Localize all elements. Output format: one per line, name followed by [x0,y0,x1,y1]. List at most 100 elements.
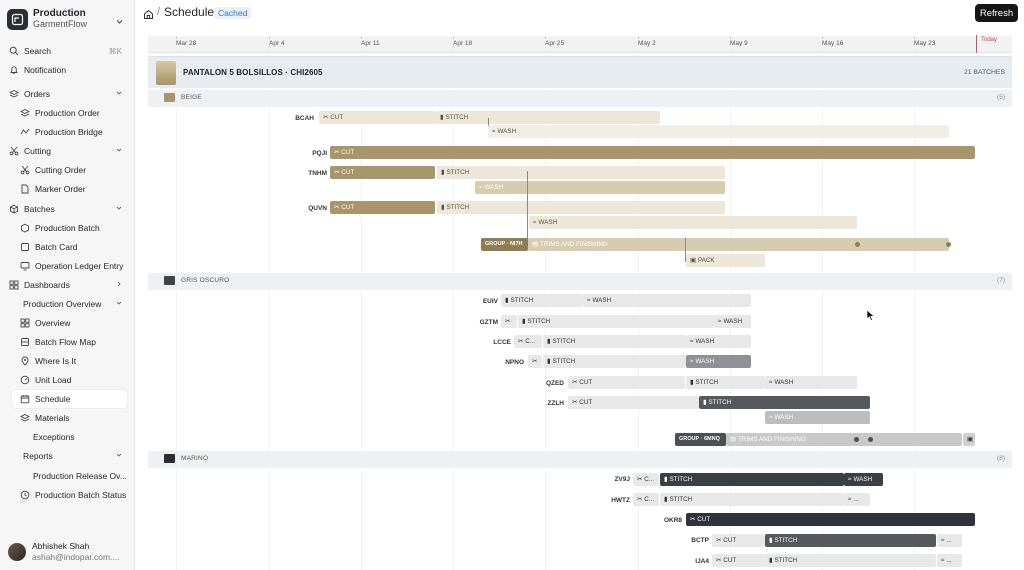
batch-code[interactable]: ZZLH [547,400,564,407]
stage-bar-stitch[interactable]: ▮ STITCH [436,111,660,124]
batch-code[interactable]: BCAH [295,115,314,122]
batch-code[interactable]: OKR8 [663,517,682,524]
stage-bar-stitch[interactable]: ▮ STITCH [501,294,583,307]
color-group-marino[interactable]: MARINO (8) [148,451,1012,468]
stage-bar-cut[interactable]: ✂ C... [514,335,542,348]
sidebar-item-overview[interactable]: Overview [0,314,134,332]
batch-code[interactable]: IJA4 [695,558,709,565]
batch-code[interactable]: NPNO [505,359,524,366]
stage-bar-wash[interactable]: ≈... [937,534,962,547]
search-button[interactable]: Search ⌘K [0,42,134,60]
sidebar-item-production-order[interactable]: Production Order [0,104,134,122]
stage-bar-wash[interactable]: ≈ WASH [529,216,857,229]
stage-bar-cut[interactable]: ✂ CUT [330,166,435,179]
stage-bar-cut[interactable]: ✂ C... [633,473,659,486]
sidebar-item-unit-load[interactable]: Unit Load [0,371,134,389]
batch-code[interactable]: BCTP [691,537,709,544]
batch-code[interactable]: PQJI [312,150,327,157]
color-group-gris-oscuro[interactable]: GRIS OSCURO (7) [148,273,1012,290]
stage-bar-wash[interactable]: ≈... [844,493,870,506]
sidebar-section-batches[interactable]: Batches [0,200,134,218]
sidebar-item-production-batch[interactable]: Production Batch [0,219,134,237]
sidebar-item-label: Dashboards [24,280,70,290]
stage-bar-stitch[interactable]: ▮ STITCH [437,166,725,179]
batch-code[interactable]: LCCE [493,339,511,346]
color-group-beige[interactable]: BEIGE (5) [148,90,1012,107]
stage-bar-stitch[interactable]: ▮ STITCH [765,554,936,567]
stage-bar-trims[interactable]: ▤ TRIMS AND FINISHING [726,433,962,446]
stage-bar-cut[interactable]: ✂ [501,315,517,328]
sidebar-item-where-is-it[interactable]: Where Is It [0,352,134,370]
product-header[interactable]: PANTALON 5 BOLSILLOS · CHI2605 21 BATCHE… [148,56,1012,88]
stage-bar-wash[interactable]: ≈ WASH [475,181,725,194]
sidebar-section-production-overview[interactable]: Production Overview [0,295,134,313]
sidebar-item-notification[interactable]: Notification [0,61,134,79]
stage-bar-pack[interactable]: ▣ [963,433,975,446]
stage-bar-cut[interactable]: ✂ CUT [319,111,436,124]
sidebar-item-cutting-order[interactable]: Cutting Order [0,161,134,179]
stage-bar-cut[interactable]: ✂ CUT [712,534,765,547]
batch-code[interactable]: GZTM [479,319,498,326]
stage-bar-wash[interactable]: ≈ WASH [488,125,949,138]
stage-bar-wash[interactable]: ≈ WASH [686,355,751,368]
home-icon[interactable] [143,7,154,25]
sidebar-item-exceptions[interactable]: Exceptions [0,428,134,446]
sidebar-item-materials[interactable]: Materials [0,409,134,427]
stage-bar-wash[interactable]: ≈ WASH [583,294,751,307]
sidebar-item-operation-ledger[interactable]: Operation Ledger Entry [0,257,134,275]
app-switcher[interactable]: Production GarmentFlow [7,7,129,31]
user-menu[interactable]: Abhishek Shah ashah@indopar.com.... [8,540,130,564]
batch-code[interactable]: HWTZ [611,497,630,504]
batch-code[interactable]: QZED [545,380,564,387]
sidebar-item-production-bridge[interactable]: Production Bridge [0,123,134,141]
grid-icon [19,318,30,329]
sidebar-section-cutting[interactable]: Cutting [0,142,134,160]
gauge-icon [19,375,30,386]
sidebar-section-dashboards[interactable]: Dashboards [0,276,134,294]
monitor-icon [19,261,30,272]
stage-bar-stitch[interactable]: ▮ STITCH [660,473,844,486]
stage-bar-cut[interactable]: ✂ CUT [330,201,435,214]
stage-bar-cut[interactable]: ✂ CUT [330,146,975,159]
sidebar-item-batch-card[interactable]: Batch Card [0,238,134,256]
sidebar-item-production-release[interactable]: Production Release Ov... [0,467,134,485]
stage-bar-wash[interactable]: ≈ WASH [844,473,883,486]
sidebar-item-production-batch-status[interactable]: Production Batch Status [0,486,134,504]
stage-bar-stitch[interactable]: ▮ STITCH [543,335,686,348]
search-shortcut: ⌘K [108,46,122,56]
stage-bar-cut[interactable]: ✂ CUT [686,513,975,526]
refresh-button[interactable]: Refresh [975,4,1018,22]
stage-bar-stitch[interactable]: ▮ STITCH [660,493,844,506]
stage-bar-wash[interactable]: ≈ WASH [714,315,751,328]
stage-bar-cut[interactable]: ✂ CUT [712,554,765,567]
stage-bar-stitch[interactable]: ▮ STITCH [686,376,765,389]
stage-bar-stitch[interactable]: ▮ STITCH [437,201,725,214]
batch-code[interactable]: EUIV [482,298,498,305]
sidebar-section-reports[interactable]: Reports [0,447,134,465]
stage-bar-cut[interactable]: ✂ CUT [568,396,699,409]
stage-bar-wash[interactable]: ≈ WASH [765,411,870,424]
group-tag[interactable]: GROUP · 6MNQ [675,433,726,446]
stage-bar-cut[interactable]: ✂ [528,355,542,368]
stage-bar-wash[interactable]: ≈ WASH [686,335,751,348]
axis-tick: Apr 11 [361,36,380,47]
stage-bar-stitch[interactable]: ▮ STITCH [699,396,870,409]
stage-bar-cut[interactable]: ✂ CUT [568,376,685,389]
stage-bar-cut[interactable]: ✂ C... [633,493,659,506]
stage-bar-pack[interactable]: ▣ PACK [686,254,765,267]
stage-bar-stitch[interactable]: ▮ STITCH [543,355,686,368]
stage-bar-wash[interactable]: ≈ WASH [765,376,857,389]
sidebar-item-marker-order[interactable]: Marker Order [0,180,134,198]
sidebar-section-orders[interactable]: Orders [0,85,134,103]
group-tag[interactable]: GROUP · NI7H [481,238,528,251]
stage-bar-trims[interactable]: ▤ TRIMS AND FINISHING [528,238,949,251]
batch-count: 21 BATCHES [963,69,1005,76]
sidebar-item-schedule[interactable]: Schedule [12,390,127,408]
batch-code[interactable]: QUVN [308,205,327,212]
stage-bar-stitch[interactable]: ▮ STITCH [765,534,936,547]
stage-bar-stitch[interactable]: ▮ STITCH [518,315,714,328]
stage-bar-wash[interactable]: ≈... [937,554,962,567]
batch-code[interactable]: ZV9J [614,476,630,483]
batch-code[interactable]: TNHM [308,170,327,177]
sidebar-item-batch-flow-map[interactable]: Batch Flow Map [0,333,134,351]
